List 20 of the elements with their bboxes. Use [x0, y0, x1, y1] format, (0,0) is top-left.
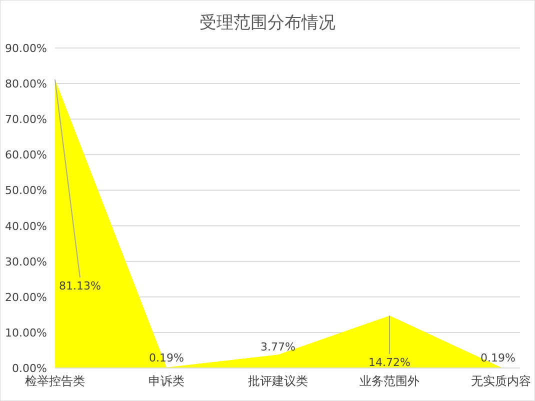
- data-label: 3.77%: [260, 340, 296, 354]
- y-tick-label: 40.00%: [5, 220, 47, 233]
- y-tick-label: 10.00%: [5, 326, 47, 340]
- x-tick-label: 申诉类: [148, 374, 184, 388]
- x-tick-label: 检举控告类: [25, 374, 85, 388]
- y-tick-label: 90.00%: [5, 42, 47, 55]
- x-tick-label: 批评建议类: [248, 374, 308, 388]
- data-label: 81.13%: [59, 280, 101, 293]
- y-tick-label: 80.00%: [5, 78, 47, 91]
- x-tick-label: 无实质内容: [471, 374, 531, 388]
- y-tick-label: 30.00%: [5, 255, 47, 268]
- chart-title: 受理范围分布情况: [200, 13, 336, 33]
- x-tick-label: 业务范围外: [360, 374, 420, 388]
- data-label: 0.19%: [480, 351, 516, 364]
- y-tick-label: 50.00%: [5, 184, 47, 198]
- y-tick-label: 70.00%: [5, 113, 47, 126]
- data-label: 14.72%: [368, 356, 410, 369]
- y-tick-label: 20.00%: [5, 290, 47, 304]
- y-tick-label: 0.00%: [12, 362, 47, 375]
- y-tick-label: 60.00%: [5, 148, 47, 162]
